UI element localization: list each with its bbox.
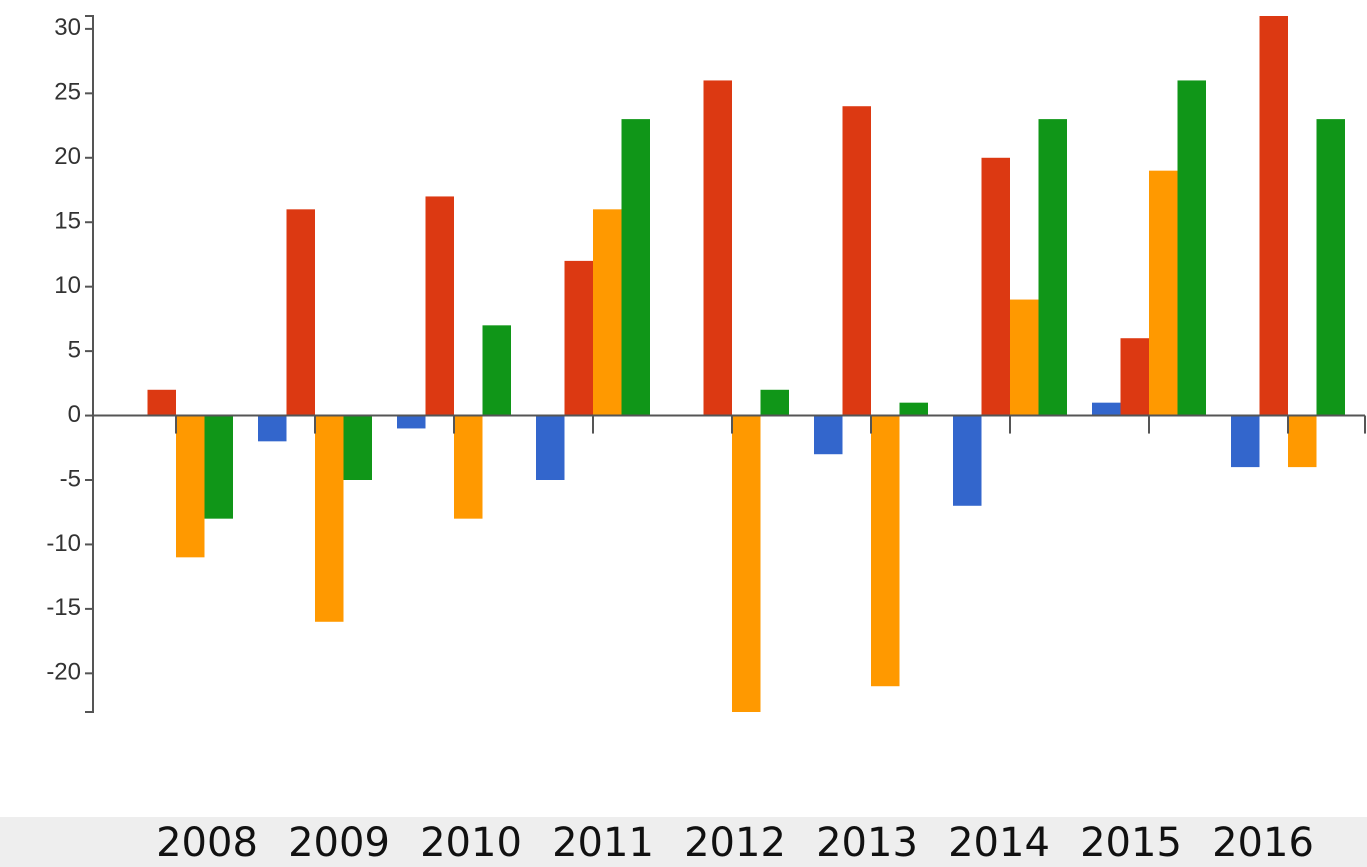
bar: [953, 415, 982, 506]
x-tick-label: 2014: [948, 820, 1050, 866]
bar: [536, 415, 565, 480]
bar: [1038, 119, 1067, 416]
bar: [703, 80, 732, 416]
y-tick-label: -20: [46, 659, 81, 686]
y-tick-label: 10: [54, 272, 81, 299]
y-tick-label: 0: [68, 401, 81, 428]
y-tick-label: -15: [46, 594, 81, 621]
bar: [204, 415, 233, 519]
bar: [1010, 299, 1039, 416]
y-axis: [85, 15, 94, 713]
x-tick-label: 2008: [156, 820, 258, 866]
bar: [147, 389, 176, 416]
bar: [1149, 170, 1178, 416]
bar: [343, 415, 372, 480]
x-tick-label: 2013: [816, 820, 918, 866]
bar: [258, 415, 287, 442]
bar: [871, 415, 900, 687]
bar: [981, 157, 1010, 416]
bar: [732, 415, 761, 712]
y-tick-label: 25: [54, 79, 81, 106]
bar: [564, 260, 593, 416]
bar: [593, 209, 622, 416]
bar: [397, 415, 426, 429]
y-tick-label: -10: [46, 530, 81, 557]
bar: [842, 106, 871, 416]
y-tick-label: 5: [68, 336, 81, 363]
bar: [286, 209, 315, 416]
y-tick-label: 15: [54, 208, 81, 235]
y-tick-label: -5: [60, 465, 81, 492]
bar: [315, 415, 344, 622]
x-tick-label: 2016: [1212, 820, 1314, 866]
bar: [1177, 80, 1206, 416]
bar: [425, 196, 454, 416]
bar: [1288, 415, 1317, 468]
label-strip: [0, 817, 1367, 867]
bar: [1259, 16, 1288, 416]
bar: [482, 325, 511, 416]
bar: [621, 119, 650, 416]
x-tick-label: 2012: [684, 820, 786, 866]
bar: [1231, 415, 1260, 468]
x-tick-label: 2011: [552, 820, 654, 866]
y-tick-label: 20: [54, 143, 81, 170]
bar: [760, 389, 789, 416]
bar: [1120, 338, 1149, 416]
y-tick-label: 30: [54, 14, 81, 41]
bar: [899, 402, 928, 416]
x-tick-label: 2015: [1080, 820, 1182, 866]
x-tick-label: 2009: [288, 820, 390, 866]
bar: [1316, 119, 1345, 416]
bar: [454, 415, 483, 519]
bar: [1092, 402, 1121, 416]
bar: [176, 415, 205, 558]
x-tick-label: 2010: [420, 820, 522, 866]
bar: [814, 415, 843, 455]
